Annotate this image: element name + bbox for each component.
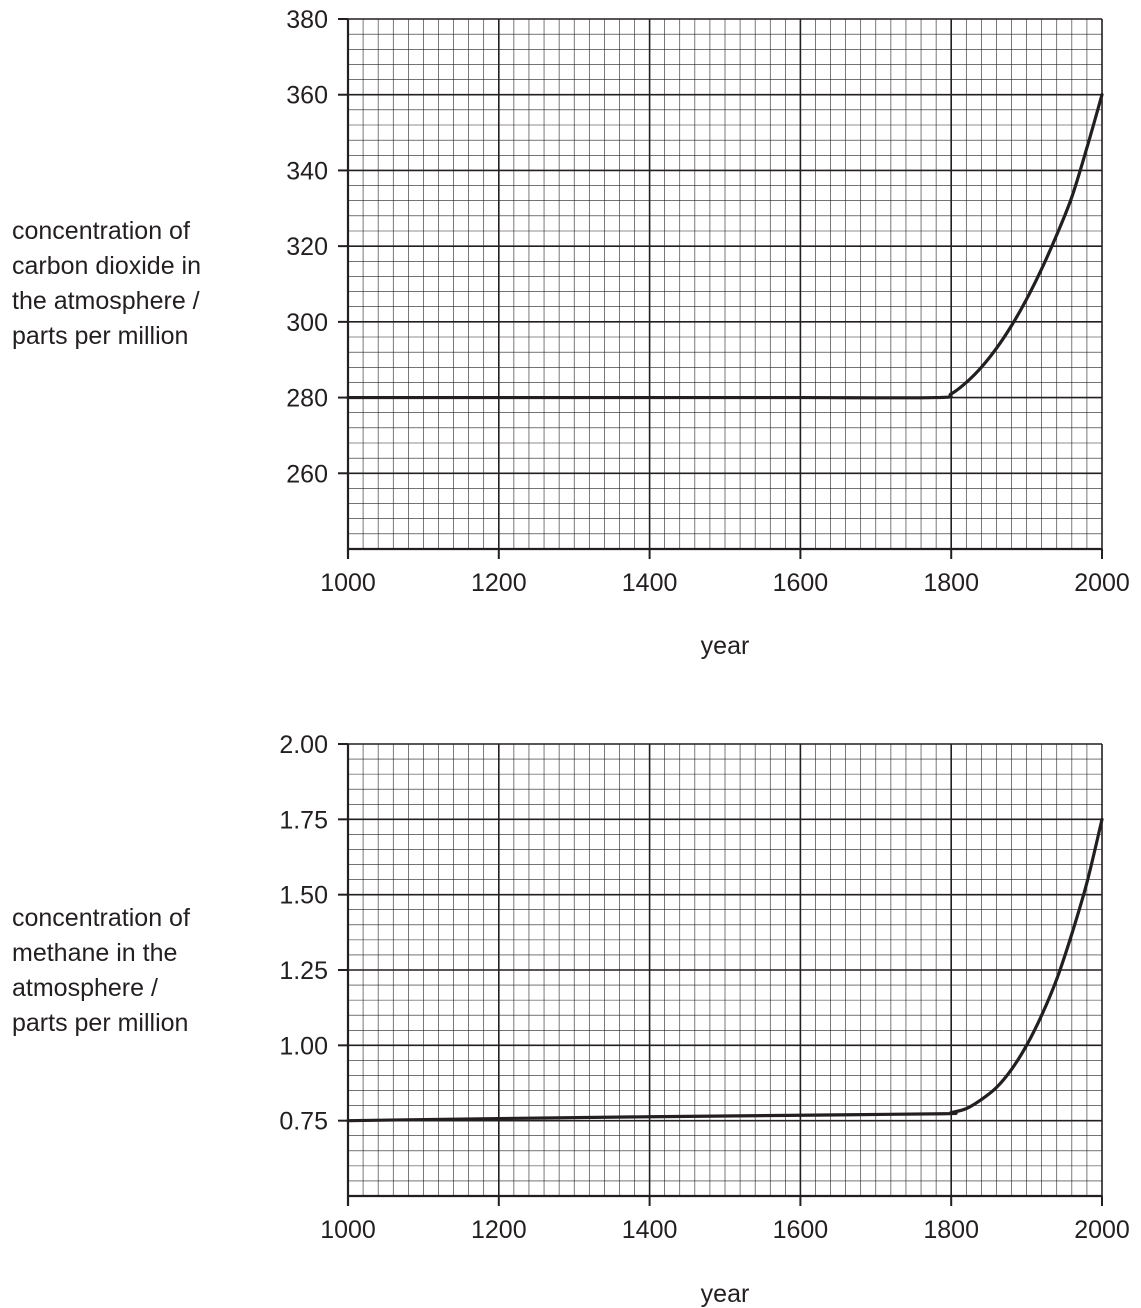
co2-chart: 1000 1200 1400 1600 1800 2000 260 280 300 320 340 3… [286, 6, 1130, 660]
methane-x-tick-label: 1600 [773, 1216, 829, 1244]
co2-x-tick-label: 2000 [1074, 569, 1130, 597]
methane-x-axis-label: year [701, 1280, 750, 1308]
methane-y-tick-label: 0.75 [279, 1108, 328, 1136]
co2-x-axis-label: year [701, 632, 750, 660]
co2-y-tick-label: 340 [286, 157, 328, 185]
co2-concentration-line [346, 93, 1104, 400]
methane-x-tick-label: 1000 [320, 1216, 376, 1244]
co2-y-tick-label: 300 [286, 309, 328, 337]
co2-y-tick-label: 380 [286, 6, 328, 34]
co2-y-axis-label: concentration of carbon dioxide in the a… [12, 217, 202, 350]
co2-y-tick-label: 260 [286, 460, 328, 488]
methane-chart: 1000 1200 1400 1600 1800 2000 0.75 1.00 1.25 1.50… [279, 731, 1129, 1308]
methane-y-tick-label: 1.25 [279, 957, 328, 985]
methane-x-tick-label: 1800 [923, 1216, 979, 1244]
co2-x-tick-label: 1600 [773, 569, 829, 597]
methane-y-tick-label: 1.75 [279, 806, 328, 834]
methane-x-tick-label: 2000 [1074, 1216, 1130, 1244]
co2-y-tick-label: 360 [286, 82, 328, 110]
co2-x-tick-label: 1400 [622, 569, 678, 597]
methane-grid [347, 743, 1103, 1197]
methane-y-tick-label: 1.00 [279, 1032, 328, 1060]
co2-y-tick-label: 320 [286, 233, 328, 261]
methane-y-axis-label: concentration of methane in the atmosphe… [12, 904, 190, 1037]
methane-concentration-line [346, 817, 1104, 1123]
methane-x-tick-label: 1400 [622, 1216, 678, 1244]
co2-x-tick-label: 1800 [923, 569, 979, 597]
co2-y-tick-label: 280 [286, 385, 328, 413]
co2-x-tick-label: 1200 [471, 569, 527, 597]
methane-y-tick-label: 1.50 [279, 882, 328, 910]
co2-x-tick-label: 1000 [320, 569, 376, 597]
methane-y-tick-label: 2.00 [279, 731, 328, 759]
methane-x-tick-label: 1200 [471, 1216, 527, 1244]
co2-grid [347, 18, 1103, 550]
